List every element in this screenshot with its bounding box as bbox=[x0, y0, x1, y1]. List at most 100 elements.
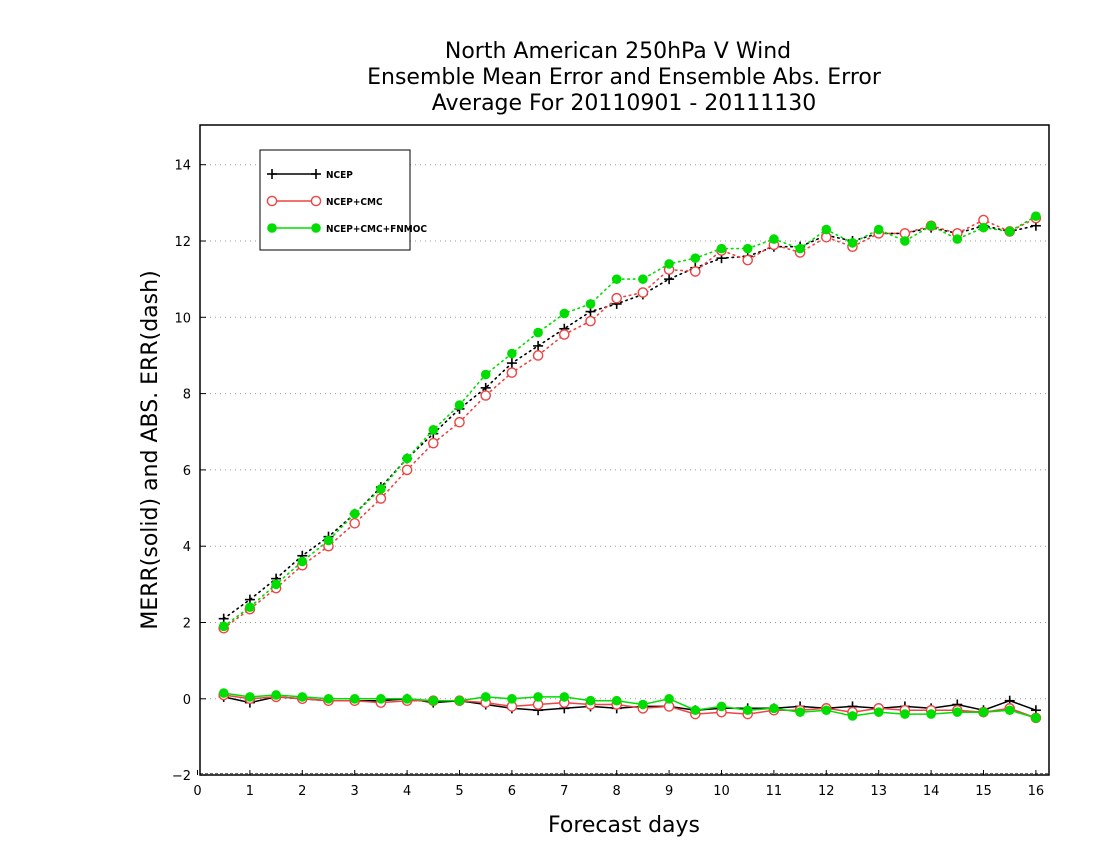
y-tick-label: 0 bbox=[183, 693, 191, 708]
data-point bbox=[507, 694, 517, 704]
legend-box bbox=[259, 149, 411, 251]
x-tick-label: 5 bbox=[455, 784, 463, 799]
x-tick-label: 6 bbox=[508, 784, 516, 799]
data-point bbox=[952, 707, 963, 717]
y-tick-label: −2 bbox=[172, 769, 191, 784]
data-point bbox=[559, 329, 570, 340]
chart-title: North American 250hPa V Wind Ensemble Me… bbox=[367, 39, 882, 116]
data-point bbox=[311, 169, 321, 179]
data-point bbox=[323, 694, 334, 704]
data-point bbox=[507, 348, 517, 359]
y-axis-ticks: −2 0 2 4 6 8 10 12 14 bbox=[172, 159, 206, 784]
data-point bbox=[873, 707, 884, 717]
data-point bbox=[638, 699, 648, 710]
data-point bbox=[533, 327, 543, 338]
data-point bbox=[533, 692, 543, 702]
legend-label: NCEP+CMC bbox=[326, 197, 383, 208]
data-point bbox=[611, 292, 623, 304]
legend-item: NCEP bbox=[267, 169, 353, 181]
data-point bbox=[402, 694, 412, 704]
data-point bbox=[267, 169, 277, 179]
data-point bbox=[847, 238, 858, 248]
data-point bbox=[873, 224, 884, 235]
data-point bbox=[480, 390, 492, 401]
data-point bbox=[349, 508, 360, 519]
y-axis-label: MERR(solid) and ABS. ERR(dash) bbox=[138, 270, 163, 629]
data-point bbox=[266, 195, 278, 207]
data-point bbox=[978, 222, 989, 233]
data-point bbox=[664, 259, 674, 269]
x-tick-label: 11 bbox=[766, 784, 783, 799]
x-tick-label: 15 bbox=[975, 784, 992, 799]
data-point bbox=[742, 705, 753, 716]
mean-error-line bbox=[223, 692, 1037, 719]
x-tick-label: 14 bbox=[923, 784, 940, 799]
data-point bbox=[664, 274, 675, 285]
data-point bbox=[1004, 226, 1015, 237]
data-point bbox=[611, 695, 622, 706]
data-point bbox=[271, 690, 281, 700]
data-point bbox=[402, 453, 412, 464]
x-axis-ticks: 0 1 2 3 4 5 6 7 8 9 10 11 12 13 14 15 16 bbox=[193, 770, 1044, 799]
data-point bbox=[690, 266, 701, 277]
grid bbox=[200, 164, 1049, 775]
series-layer bbox=[218, 211, 1042, 724]
legend-label: NCEP+CMC+FNMOC bbox=[326, 224, 427, 235]
data-point bbox=[638, 274, 648, 284]
series-ncep-cmc bbox=[218, 212, 1042, 724]
data-point bbox=[533, 340, 544, 351]
data-point bbox=[310, 195, 322, 207]
data-point bbox=[218, 688, 229, 698]
data-point bbox=[611, 274, 622, 284]
data-point bbox=[245, 692, 255, 702]
data-point bbox=[742, 254, 754, 266]
legend-item: NCEP+CMC+FNMOC bbox=[267, 223, 427, 235]
data-point bbox=[795, 707, 805, 717]
x-tick-label: 7 bbox=[560, 784, 568, 799]
abs-error-line bbox=[222, 215, 1037, 628]
data-point bbox=[821, 224, 832, 235]
data-point bbox=[480, 692, 491, 702]
y-tick-label: 14 bbox=[174, 159, 191, 174]
x-tick-label: 16 bbox=[1028, 784, 1045, 799]
data-point bbox=[376, 484, 386, 494]
x-axis-label: Forecast days bbox=[548, 813, 700, 838]
data-point bbox=[454, 695, 465, 706]
data-point bbox=[480, 369, 491, 380]
y-tick-label: 12 bbox=[174, 235, 191, 250]
series-ncep-cmc-fnmoc bbox=[218, 211, 1041, 723]
data-point bbox=[585, 315, 596, 327]
data-point bbox=[847, 711, 858, 721]
data-point bbox=[349, 518, 361, 529]
legend-label: NCEP bbox=[326, 170, 353, 181]
x-tick-label: 4 bbox=[403, 784, 411, 799]
data-point bbox=[376, 694, 386, 704]
data-point bbox=[900, 236, 910, 246]
data-point bbox=[926, 220, 936, 231]
data-point bbox=[769, 703, 779, 714]
y-tick-label: 8 bbox=[183, 388, 191, 403]
data-point bbox=[821, 705, 832, 716]
chart-title-line-1: North American 250hPa V Wind bbox=[445, 39, 791, 64]
data-point bbox=[297, 692, 308, 702]
data-point bbox=[900, 709, 910, 719]
y-tick-label: 6 bbox=[183, 464, 191, 479]
data-point bbox=[311, 223, 321, 233]
x-tick-label: 13 bbox=[870, 784, 887, 799]
chart-title-line-2: Ensemble Mean Error and Ensemble Abs. Er… bbox=[367, 65, 882, 90]
x-tick-label: 0 bbox=[193, 784, 201, 799]
data-point bbox=[690, 253, 701, 263]
data-point bbox=[559, 692, 570, 702]
data-point bbox=[742, 243, 753, 254]
x-tick-label: 8 bbox=[613, 784, 621, 799]
data-point bbox=[506, 358, 517, 369]
data-point bbox=[427, 437, 439, 449]
y-tick-label: 10 bbox=[174, 311, 191, 326]
data-point bbox=[769, 234, 779, 244]
data-point bbox=[428, 695, 439, 706]
legend: NCEP NCEP+CMC NCEP+CMC+FNMOC bbox=[259, 149, 427, 251]
abs-error-line bbox=[222, 224, 1037, 620]
data-point bbox=[454, 416, 465, 428]
data-point bbox=[218, 621, 229, 632]
